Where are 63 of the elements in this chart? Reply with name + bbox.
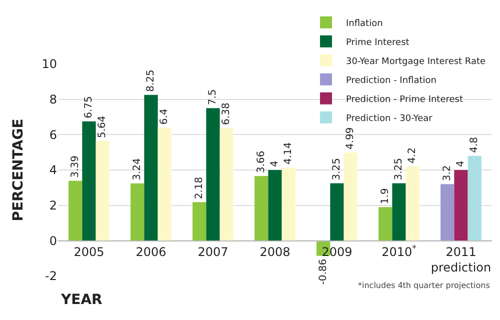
x-tick-label: 2007 <box>198 245 228 260</box>
y-tick-label: 0 <box>49 234 57 248</box>
data-label: 7.5 <box>208 89 218 106</box>
bar <box>468 156 482 241</box>
y-axis-title: PERCENTAGE <box>10 118 26 222</box>
data-label: 8.25 <box>146 70 156 92</box>
data-label: 6.4 <box>159 108 170 125</box>
data-label: -0.86 <box>318 258 329 285</box>
y-tick-label: -2 <box>45 269 57 284</box>
y-tick-label: 6 <box>49 128 57 142</box>
data-label: 4 <box>456 160 466 167</box>
data-label: 5.64 <box>97 116 108 138</box>
bar <box>378 207 392 241</box>
legend-label: Prime Interest <box>346 38 410 48</box>
bar <box>158 128 172 241</box>
legend-label: Inflation <box>346 18 383 29</box>
y-tick-label: 8 <box>49 92 57 107</box>
data-label: 2.18 <box>194 176 205 200</box>
x-tick-label: 2006 <box>136 245 166 260</box>
x-tick-label: 2011 prediction <box>430 245 492 275</box>
bar <box>82 121 96 241</box>
bar <box>192 202 206 241</box>
bar <box>220 128 234 241</box>
data-label: 3.2 <box>442 165 453 182</box>
bar <box>330 183 344 241</box>
data-label: 4.14 <box>283 142 294 165</box>
legend-label: Prediction - Prime Interest <box>346 94 464 105</box>
bar <box>130 183 144 241</box>
data-label: 6.38 <box>221 102 232 125</box>
x-tick-label: 2005 <box>74 245 104 260</box>
data-label: 3.24 <box>132 158 143 180</box>
text: *includes 4th quarter projections <box>358 281 490 290</box>
data-label: 4 <box>270 160 280 167</box>
bar <box>454 170 468 241</box>
x-axis-title: YEAR <box>60 292 103 308</box>
data-label: 1.9 <box>380 188 391 204</box>
legend-label: Prediction - 30-Year <box>346 114 433 124</box>
bar <box>440 184 454 241</box>
y-tick-label: 10 <box>42 57 57 72</box>
data-label: 4.2 <box>407 148 418 164</box>
data-label: 3.25 <box>394 158 404 180</box>
bar <box>68 180 82 241</box>
data-label: 4.8 <box>469 136 480 153</box>
bar <box>206 108 220 241</box>
data-label: 6.75 <box>84 96 94 118</box>
bar <box>254 176 268 241</box>
bar <box>282 168 296 241</box>
x-tick-label: 2010$^{*}$ <box>382 243 416 260</box>
x-tick-label: 2008 <box>260 245 290 260</box>
bar <box>268 170 282 241</box>
bar <box>144 94 158 241</box>
data-label: 4.99 <box>345 127 356 150</box>
y-tick-label: 4 <box>49 163 57 178</box>
bar <box>406 166 420 241</box>
data-label: 3.39 <box>70 156 81 178</box>
y-tick-label: 2 <box>49 198 57 213</box>
bar <box>96 141 110 241</box>
bar <box>344 152 358 241</box>
data-label: 3.66 <box>256 150 267 174</box>
data-label: 3.25 <box>332 158 342 180</box>
bar <box>392 183 406 241</box>
legend-label: Prediction - Inflation <box>346 76 436 86</box>
legend-label: 30-Year Mortgage Interest Rate <box>346 56 486 67</box>
